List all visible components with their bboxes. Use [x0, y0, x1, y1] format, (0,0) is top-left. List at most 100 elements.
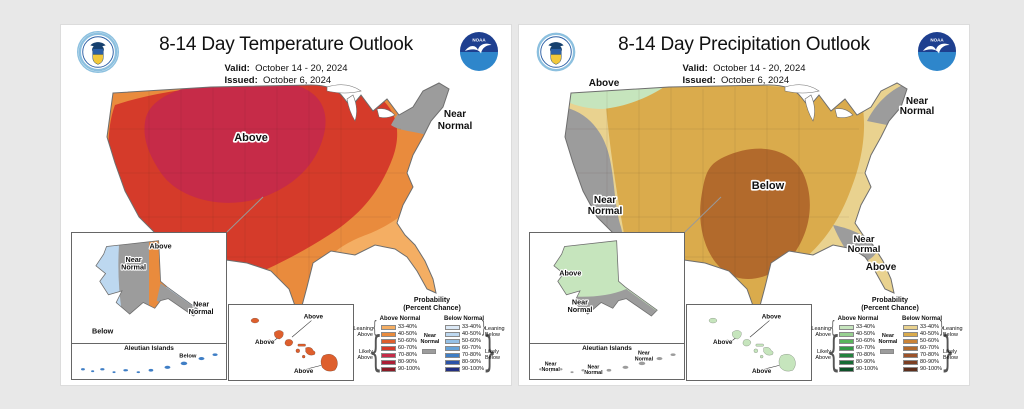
- inset-pointer-line: [684, 196, 722, 233]
- legend-range-label: 50-60%: [398, 338, 417, 344]
- legend-range-label: 50-60%: [462, 338, 481, 344]
- legend-range-label: 33-40%: [856, 324, 875, 330]
- inset-pointer-line: [226, 196, 264, 233]
- great-lakes: [326, 84, 396, 122]
- legend-bracket-label: Leaning Above: [353, 326, 373, 339]
- legend-brace-icon: {: [827, 327, 841, 376]
- legend-title: (Percent Chance): [861, 305, 919, 312]
- legend-range-label: 80-90%: [920, 359, 939, 365]
- legend-swatch: [839, 360, 854, 365]
- ak-near-normal-region: [118, 240, 151, 317]
- legend-bracket-label: Likely Above: [815, 349, 831, 362]
- legend-range-label: 60-70%: [398, 345, 417, 351]
- panel-title: 8-14 Day Precipitation Outlook: [618, 34, 870, 55]
- map-region-label: Above: [589, 78, 620, 89]
- aleutian-islands: [81, 353, 218, 374]
- legend-range-label: 90-100%: [856, 366, 879, 372]
- issued-date: October 6, 2024: [721, 75, 790, 87]
- probability-legend: Probability (Percent Chance) Above Normal B…: [811, 297, 969, 385]
- legend-swatch: [903, 339, 918, 344]
- legend-column-header: Below Normal: [901, 316, 942, 322]
- ak-above-region: [553, 240, 658, 317]
- alaska-outline: [95, 240, 200, 317]
- legend-column-header: Below Normal: [443, 316, 484, 322]
- map-region-label: Below: [179, 354, 197, 360]
- legend-range-label: 90-100%: [920, 366, 943, 372]
- legend-brace-icon: }: [483, 327, 497, 376]
- legend-swatch: [445, 360, 460, 365]
- map-region-label: Below: [92, 326, 114, 335]
- valid-label: Valid:: [682, 63, 708, 74]
- legend-swatch: [839, 332, 854, 337]
- map-region-label: Above: [752, 368, 772, 375]
- legend-column-header: Above Normal: [837, 316, 879, 322]
- legend-bracket-label: Leaning Above: [811, 326, 831, 339]
- seagull-icon: [923, 43, 950, 54]
- hawaii-map-precipitation: Above Above Above: [708, 313, 796, 376]
- map-region-label: Near Normal: [121, 255, 146, 272]
- legend-range-label: 80-90%: [462, 359, 481, 365]
- legend-title: (Percent Chance): [403, 305, 461, 312]
- map-region-label: Above: [713, 339, 733, 346]
- alaska-map-precipitation: Above Near Normal: [553, 240, 658, 317]
- legend-range-label: 70-80%: [462, 352, 481, 358]
- map-region-label: Near Normal: [541, 361, 560, 373]
- legend-range-label: 33-40%: [462, 324, 481, 330]
- legend-bracket-label: Leaning Below: [943, 326, 963, 339]
- legend-range-label: 90-100%: [398, 366, 421, 372]
- aleutian-islands-strip: Below Aleutian Islands: [72, 343, 226, 379]
- legend-swatch: [381, 339, 396, 344]
- band-60-70-below: [700, 148, 810, 279]
- legend-swatch: [903, 325, 918, 330]
- map-region-label: Near Normal: [588, 195, 623, 217]
- state-borders: [567, 85, 863, 317]
- legend-brace-icon: {: [372, 318, 378, 338]
- legend-brace-icon: }: [481, 318, 487, 338]
- map-region-label: Above: [234, 132, 268, 144]
- map-region-label: Near Normal: [584, 364, 603, 376]
- legend-swatch: [381, 325, 396, 330]
- alaska-inset: Above Near Normal Below Near Normal Below Ale…: [71, 232, 227, 380]
- alaska-outline: [553, 240, 658, 317]
- aleutian-islands-title: Aleutian Islands: [124, 345, 174, 352]
- legend-swatch: [445, 332, 460, 337]
- legend-range-label: 50-60%: [920, 338, 939, 344]
- legend-swatch: [381, 332, 396, 337]
- legend-swatch: [422, 349, 436, 354]
- valid-label: Valid:: [224, 63, 250, 74]
- legend-swatch: [445, 346, 460, 351]
- legend-swatch: [903, 367, 918, 372]
- aleutian-islands-strip: Near Normal Near Normal Near Normal Aleutian …: [530, 343, 684, 379]
- legend-swatch: [903, 360, 918, 365]
- legend-brace-icon: {: [369, 327, 383, 376]
- legend-range-label: 33-40%: [920, 324, 939, 330]
- map-region-label: Near Normal: [189, 299, 214, 316]
- map-region-label: Above: [866, 262, 897, 273]
- legend-range-label: 80-90%: [398, 359, 417, 365]
- legend-swatch: [381, 360, 396, 365]
- map-region-label: Near Normal: [848, 234, 881, 255]
- commerce-dept-seal-icon: [535, 31, 577, 78]
- hawaii-islands: [250, 317, 338, 372]
- hawaii-islands: [708, 317, 796, 372]
- map-region-label: Below: [752, 180, 785, 192]
- map-region-label: Above: [255, 339, 275, 346]
- florida-coast-near-normal-region: [833, 225, 879, 263]
- legend-range-label: 70-80%: [856, 352, 875, 358]
- valid-date: October 14 - 20, 2024: [713, 63, 806, 74]
- legend-brace-icon: {: [830, 318, 836, 338]
- legend-range-label: 40-50%: [398, 331, 417, 337]
- legend-bracket-label: Likely Below: [943, 349, 958, 362]
- legend-swatch: [903, 346, 918, 351]
- legend-range-label: 70-80%: [920, 352, 939, 358]
- legend-swatch: [839, 346, 854, 351]
- legend-swatch: [880, 349, 894, 354]
- legend-swatch: [381, 367, 396, 372]
- legend-range-label: 60-70%: [462, 345, 481, 351]
- legend-column-header: Above Normal: [379, 316, 421, 322]
- map-region-label: Above: [150, 241, 172, 250]
- map-region-label: Above: [304, 314, 324, 321]
- near-normal-region: [391, 83, 449, 195]
- legend-brace-icon: }: [939, 318, 945, 338]
